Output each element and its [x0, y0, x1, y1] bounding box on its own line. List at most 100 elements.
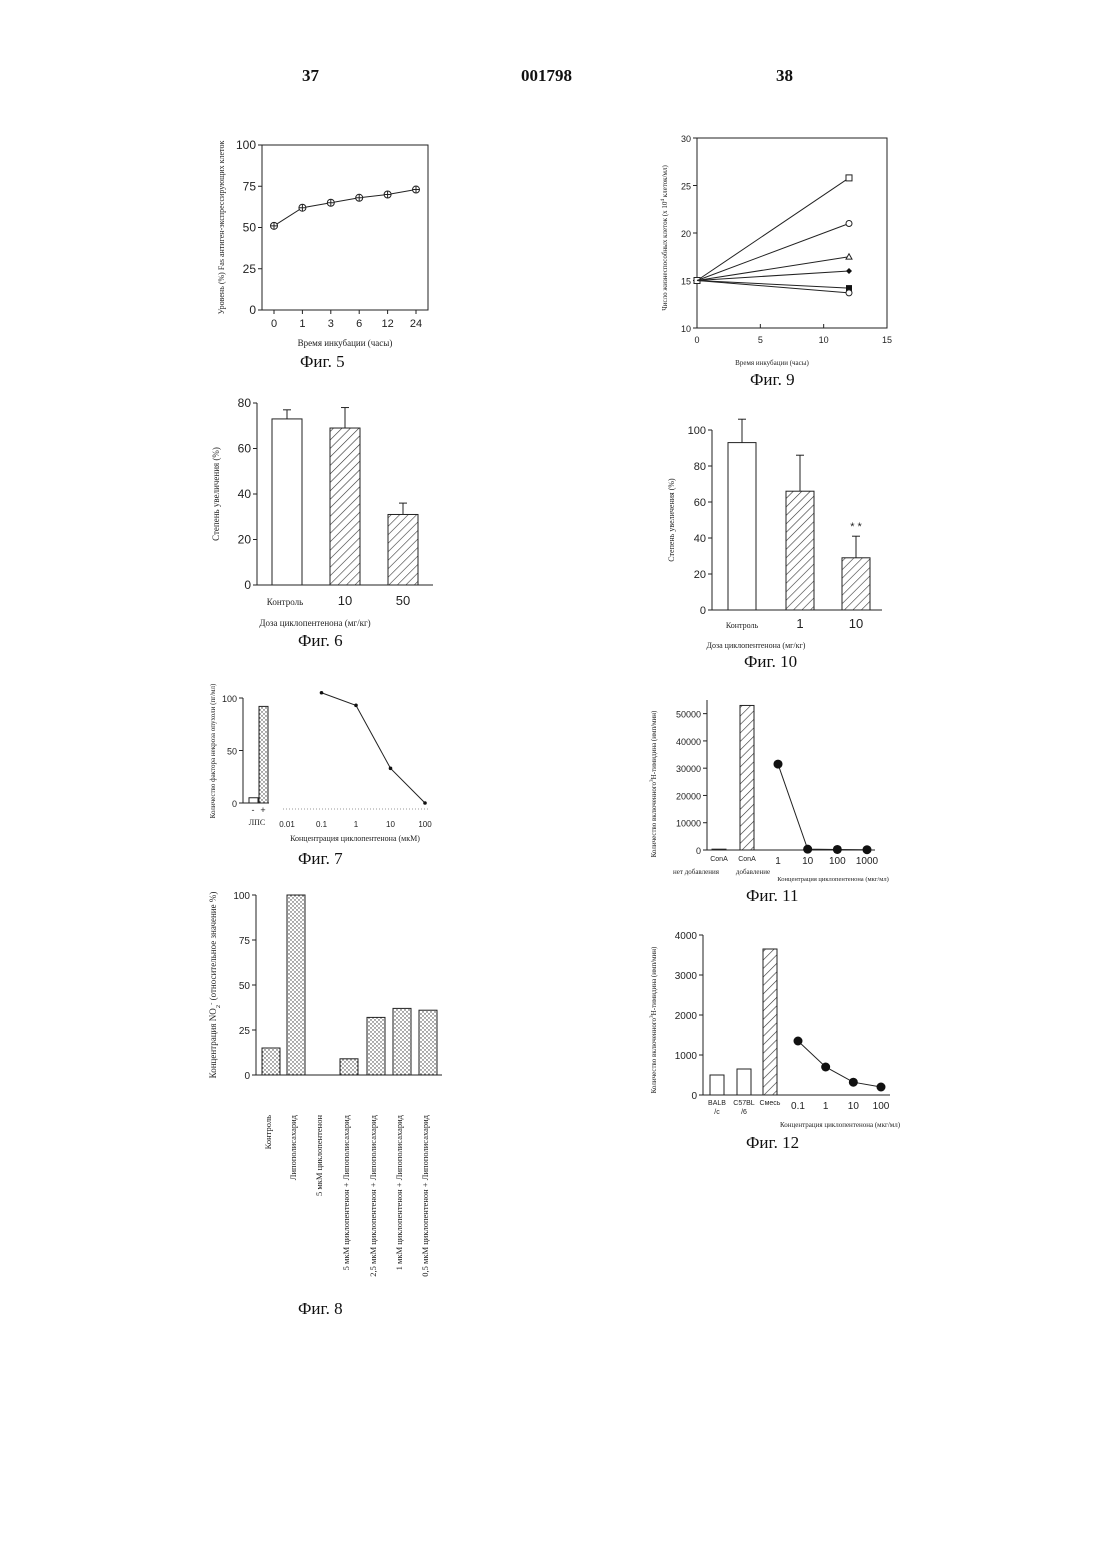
fig7-point — [354, 704, 358, 708]
fig5-series-line — [274, 190, 416, 226]
fig6-x-axis-label: Доза циклопентенона (мг/кг) — [259, 618, 370, 628]
fig5-y-tick-label: 75 — [243, 179, 257, 193]
fig11-point — [774, 760, 783, 769]
fig5-point — [299, 204, 306, 211]
figure-8-chart: 0255075100КонтрольЛипополисахарид5 мкМ ц… — [200, 885, 450, 1300]
fig5-point — [327, 199, 334, 206]
fig11-bar-category-label: ConA — [738, 856, 756, 863]
fig9-point — [846, 254, 852, 259]
fig11-bar-group-label: нет добавления — [673, 868, 720, 876]
figure-10-chart: 020406080100Контроль110* *Доза циклопент… — [660, 412, 890, 652]
fig8-bar — [287, 895, 305, 1075]
fig7-y-axis-label: Количество фактора некроза опухоли (пг/м… — [209, 683, 217, 818]
figure-10: 020406080100Контроль110* *Доза циклопент… — [660, 412, 890, 652]
fig6-y-tick-label: 20 — [238, 533, 252, 547]
fig6-x-tick-label: 10 — [338, 593, 352, 608]
fig10-bar — [786, 491, 814, 610]
fig7-bar — [249, 798, 258, 803]
fig8-bar — [419, 1010, 437, 1075]
fig10-x-tick-label: Контроль — [726, 621, 759, 630]
fig12-bar-category-label: /6 — [741, 1109, 747, 1116]
fig8-bar — [393, 1008, 411, 1075]
figure-6-chart: 020406080Контроль1050Доза циклопентенона… — [205, 395, 455, 630]
fig12-y-tick-label: 1000 — [675, 1051, 698, 1062]
figure-11-chart: 01000020000300004000050000ConAнет добавл… — [645, 692, 905, 884]
fig10-y-tick-label: 40 — [694, 533, 706, 545]
fig9-y-tick-label: 20 — [681, 229, 691, 239]
fig9-x-tick-label: 15 — [882, 335, 892, 345]
fig10-x-tick-label: 10 — [849, 616, 863, 631]
fig9-y-axis-label: Число жизнеспособных клеток (x 104 клето… — [660, 165, 669, 311]
fig6-x-tick-label: Контроль — [267, 597, 303, 607]
fig6-y-tick-label: 60 — [238, 442, 252, 456]
fig5-x-tick-label: 0 — [271, 318, 277, 330]
fig9-point — [846, 290, 852, 296]
figure-9-chart: 1015202530051015Время инкубации (часы)Чи… — [655, 130, 900, 370]
figure-9-caption: Фиг. 9 — [750, 370, 795, 390]
fig12-bar-category-label: Смесь — [760, 1100, 781, 1107]
fig11-bar — [740, 705, 754, 850]
fig7-x-tick-label: 10 — [386, 820, 395, 829]
fig10-x-tick-label: 1 — [796, 616, 803, 631]
fig9-x-tick-label: 5 — [758, 335, 763, 345]
figure-11: 01000020000300004000050000ConAнет добавл… — [645, 692, 905, 884]
fig9-point — [846, 268, 852, 274]
fig12-y-tick-label: 4000 — [675, 931, 698, 942]
fig11-series-line — [778, 764, 867, 850]
fig5-plot-frame — [262, 145, 428, 310]
fig8-x-tick-label: Контроль — [263, 1115, 273, 1149]
fig9-x-tick-label: 10 — [819, 335, 829, 345]
left-page-number: 37 — [302, 66, 319, 86]
fig12-bar-category-label: BALB — [708, 1100, 726, 1107]
fig5-x-axis-label: Время инкубации (часы) — [298, 338, 393, 348]
fig10-y-tick-label: 20 — [694, 569, 706, 581]
fig9-point — [846, 221, 852, 227]
fig8-bar — [340, 1059, 358, 1075]
fig7-point — [389, 767, 393, 771]
fig6-y-tick-label: 40 — [238, 487, 252, 501]
fig12-series-line — [798, 1041, 881, 1087]
fig12-y-tick-label: 0 — [691, 1091, 697, 1102]
fig11-y-axis-label: Количество включенного3H-тимидина (имп/м… — [649, 710, 658, 857]
fig9-y-tick-label: 15 — [681, 277, 691, 287]
fig11-point — [803, 845, 812, 854]
figure-10-caption: Фиг. 10 — [744, 652, 797, 672]
fig12-point — [794, 1037, 803, 1046]
fig10-y-tick-label: 0 — [700, 605, 706, 617]
fig12-y-tick-label: 2000 — [675, 1011, 698, 1022]
fig10-significance-annotation: * * — [850, 521, 862, 533]
fig11-y-tick-label: 40000 — [676, 737, 701, 747]
fig12-bar — [737, 1069, 751, 1095]
document-number: 001798 — [521, 66, 572, 86]
fig7-x-axis-label: Концентрация циклопентенона (мкМ) — [290, 834, 420, 843]
fig8-x-tick-label: 2,5 мкМ циклопентенон + Липополисахарид — [368, 1114, 378, 1276]
figure-5: 025507510001361224Время инкубации (часы)… — [210, 130, 460, 355]
fig8-y-tick-label: 50 — [239, 981, 251, 992]
fig11-bar-category-label: ConA — [710, 856, 728, 863]
fig7-bar-category-label: + — [260, 805, 265, 815]
fig5-x-tick-label: 24 — [410, 318, 422, 330]
fig9-x-tick-label: 0 — [694, 335, 699, 345]
fig6-bar — [388, 514, 418, 585]
fig6-y-axis-label: Степень увеличения (%) — [211, 447, 221, 541]
fig11-y-tick-label: 30000 — [676, 764, 701, 774]
fig8-y-tick-label: 75 — [239, 936, 251, 947]
fig8-x-tick-label: 0,5 мкМ циклопентенон + Липополисахарид — [420, 1114, 430, 1276]
fig11-y-tick-label: 20000 — [676, 791, 701, 801]
fig12-bar-category-label: C57BL — [733, 1100, 755, 1107]
fig5-point — [413, 186, 420, 193]
fig11-bar — [712, 849, 726, 850]
fig7-bar-group-label: ЛПС — [249, 818, 266, 827]
fig12-y-tick-label: 3000 — [675, 971, 698, 982]
fig7-x-tick-label: 1 — [354, 820, 359, 829]
fig9-series-line — [697, 178, 849, 281]
fig12-point — [877, 1083, 886, 1092]
fig12-x-tick-label: 0.1 — [791, 1101, 805, 1112]
fig10-bar — [728, 443, 756, 610]
fig9-y-tick-label: 25 — [681, 182, 691, 192]
fig5-y-axis-label: Уровень (%) Fas антиген-экспрессирующих … — [217, 141, 226, 315]
fig7-series-line — [322, 693, 426, 803]
fig11-bar-group-label: добавление — [736, 868, 770, 876]
fig7-point — [423, 801, 427, 805]
fig8-y-tick-label: 25 — [239, 1026, 251, 1037]
